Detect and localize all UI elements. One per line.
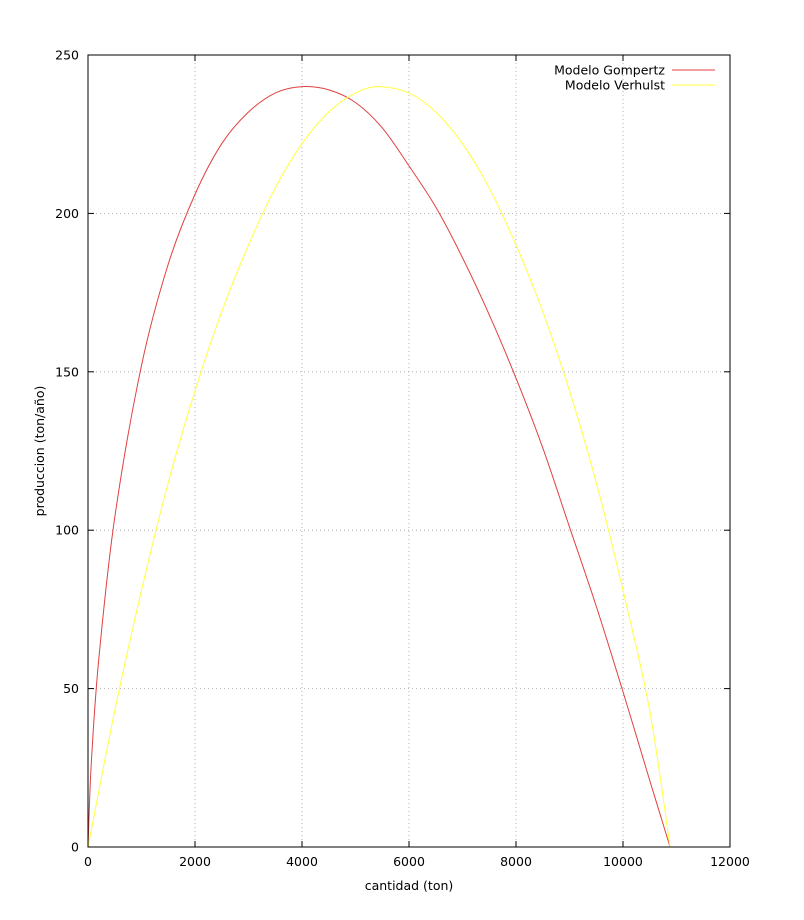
series-line	[87, 86, 671, 848]
x-axis-label: cantidad (ton)	[365, 878, 454, 893]
y-tick-label: 0	[71, 840, 79, 855]
tick-group: 0 2000 4000 6000 8000 10000 12000 0 50 100 150 200 2…	[55, 48, 750, 870]
x-tick-label: 2000	[179, 854, 211, 869]
y-axis-label: produccion (ton/año)	[32, 386, 47, 517]
grid	[88, 55, 730, 847]
legend-label: Modelo Verhulst	[565, 78, 665, 93]
y-tick-label: 100	[55, 523, 79, 538]
x-tick-label: 10000	[603, 854, 643, 869]
legend-label: Modelo Gompertz	[554, 63, 665, 78]
series-line	[87, 86, 671, 848]
x-tick-label: 0	[84, 854, 92, 869]
y-tick-label: 250	[55, 48, 79, 63]
series-group	[87, 86, 671, 848]
y-tick-label: 150	[55, 364, 79, 379]
x-tick-label: 12000	[710, 854, 750, 869]
y-tick-label: 50	[63, 681, 79, 696]
x-tick-label: 4000	[286, 854, 318, 869]
x-tick-label: 6000	[393, 854, 425, 869]
y-tick-label: 200	[55, 206, 79, 221]
x-tick-label: 8000	[500, 854, 532, 869]
